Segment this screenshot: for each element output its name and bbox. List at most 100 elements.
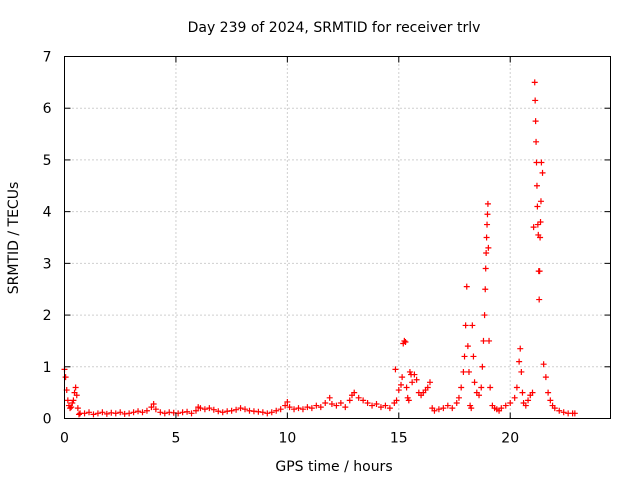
data-point	[67, 405, 74, 412]
data-point	[386, 405, 393, 412]
data-point	[522, 402, 529, 409]
data-point	[545, 389, 552, 396]
data-point	[148, 404, 155, 411]
data-point	[308, 405, 315, 412]
data-point	[62, 374, 69, 381]
data-point	[86, 409, 93, 416]
data-point	[529, 389, 536, 396]
data-point	[70, 397, 77, 404]
data-point	[402, 338, 409, 345]
data-point	[342, 404, 349, 411]
data-point	[461, 353, 468, 360]
data-point	[373, 401, 380, 408]
data-point	[139, 409, 146, 416]
data-point	[398, 381, 405, 388]
data-point	[537, 218, 544, 225]
data-point	[150, 401, 157, 408]
data-point	[571, 410, 578, 417]
data-point	[282, 402, 289, 409]
data-point	[534, 203, 541, 210]
data-point	[273, 407, 280, 414]
data-point	[486, 337, 493, 344]
data-point	[103, 410, 110, 417]
data-point	[547, 397, 554, 404]
data-point	[210, 406, 217, 413]
data-point	[401, 337, 408, 344]
data-point	[556, 407, 563, 414]
y-tick-label: 2	[43, 308, 52, 324]
data-point	[382, 402, 389, 409]
data-point	[328, 401, 335, 408]
data-point	[537, 234, 544, 241]
data-point	[487, 384, 494, 391]
data-point	[536, 296, 543, 303]
y-tick-labels: 0 1 2 3 4 5 6 7	[43, 50, 52, 428]
data-point	[453, 399, 460, 406]
data-point	[264, 410, 271, 417]
data-point	[484, 200, 491, 207]
data-point	[471, 379, 478, 386]
data-point	[519, 389, 526, 396]
data-point	[507, 399, 514, 406]
data-point	[444, 402, 451, 409]
plot-frame	[64, 56, 611, 419]
data-point	[470, 353, 477, 360]
data-point	[197, 405, 204, 412]
data-point	[291, 406, 298, 413]
data-point	[393, 397, 400, 404]
y-tick-label: 4	[43, 205, 52, 221]
data-point	[440, 405, 447, 412]
data-point	[326, 394, 333, 401]
data-point	[424, 384, 431, 391]
data-point	[426, 379, 433, 386]
data-point	[516, 358, 523, 365]
data-point	[143, 407, 150, 414]
data-point	[483, 234, 490, 241]
data-point	[484, 211, 491, 218]
y-tick-label: 3	[43, 256, 52, 272]
data-point	[551, 405, 558, 412]
y-axis-label: SRMTID / TECUs	[6, 182, 22, 295]
data-point	[399, 374, 406, 381]
data-point	[540, 361, 547, 368]
x-axis-label: GPS time / hours	[275, 459, 392, 475]
data-point	[64, 397, 71, 404]
data-point	[75, 411, 82, 418]
data-point	[464, 343, 471, 350]
data-point	[317, 404, 324, 411]
data-point	[215, 408, 222, 415]
x-tick-label: 20	[501, 431, 519, 447]
data-point	[233, 406, 240, 413]
data-point	[206, 405, 213, 412]
x-tick-label: 5	[171, 431, 180, 447]
data-point	[517, 345, 524, 352]
data-point	[482, 265, 489, 272]
data-point	[268, 409, 275, 416]
data-point	[533, 182, 540, 189]
data-point	[536, 268, 543, 275]
data-point	[560, 409, 567, 416]
data-point	[465, 368, 472, 375]
x-tick-label: 10	[278, 431, 296, 447]
data-point	[478, 384, 485, 391]
data-point	[483, 250, 490, 257]
data-point	[74, 405, 81, 412]
data-point	[533, 138, 540, 145]
data-point	[481, 312, 488, 319]
data-point	[304, 404, 311, 411]
data-point	[157, 409, 164, 416]
data-point	[295, 405, 302, 412]
data-point	[135, 408, 142, 415]
data-point	[346, 397, 353, 404]
data-point	[284, 398, 291, 405]
y-tick-label: 5	[43, 153, 52, 169]
data-point	[537, 198, 544, 205]
data-point	[81, 410, 88, 417]
data-point	[259, 409, 266, 416]
x-tick-labels: 0 5 10 15 20	[60, 431, 519, 447]
data-point	[126, 410, 133, 417]
data-point	[364, 399, 371, 406]
data-point	[476, 392, 483, 399]
data-points	[61, 79, 578, 418]
data-point	[525, 397, 532, 404]
